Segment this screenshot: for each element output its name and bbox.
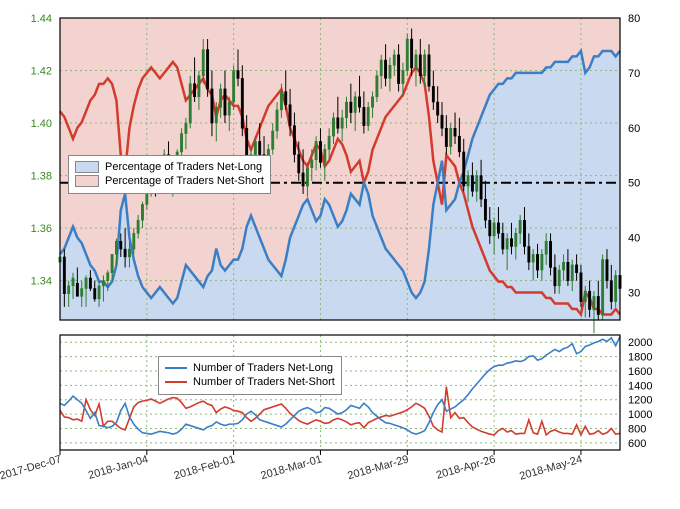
svg-text:1.42: 1.42: [31, 66, 52, 78]
svg-text:80: 80: [628, 13, 640, 25]
svg-text:1.34: 1.34: [31, 276, 52, 288]
legend-line-long: [165, 367, 187, 369]
svg-text:2000: 2000: [628, 337, 652, 349]
svg-text:1800: 1800: [628, 352, 652, 364]
legend-swatch-short: [75, 175, 99, 187]
svg-text:2018-May-24: 2018-May-24: [518, 453, 584, 482]
svg-text:2017-Dec-07: 2017-Dec-07: [0, 453, 63, 482]
svg-text:1.40: 1.40: [31, 118, 52, 130]
svg-text:1400: 1400: [628, 380, 652, 392]
svg-text:1200: 1200: [628, 395, 652, 407]
svg-text:1.44: 1.44: [31, 13, 52, 25]
legend-number: Number of Traders Net-Long Number of Tra…: [158, 356, 342, 395]
svg-text:30: 30: [628, 288, 640, 300]
svg-text:1000: 1000: [628, 409, 652, 421]
chart-stage: 1.34 1.36 1.38 1.40 1.42 1.44 30 40 50 60 70 80 600 8…: [0, 0, 680, 509]
svg-text:800: 800: [628, 423, 646, 435]
svg-text:70: 70: [628, 68, 640, 80]
svg-text:1.36: 1.36: [31, 223, 52, 235]
legend-row-num-short: Number of Traders Net-Short: [165, 375, 335, 389]
svg-text:2018-Apr-26: 2018-Apr-26: [435, 453, 497, 481]
legend-label-pct-short: Percentage of Traders Net-Short: [105, 174, 264, 188]
svg-text:50: 50: [628, 178, 640, 190]
svg-text:2018-Mar-01: 2018-Mar-01: [259, 453, 323, 482]
legend-row-long: Percentage of Traders Net-Long: [75, 160, 264, 174]
svg-text:2018-Jan-04: 2018-Jan-04: [87, 453, 150, 482]
legend-row-num-long: Number of Traders Net-Long: [165, 361, 335, 375]
legend-line-short: [165, 381, 187, 383]
svg-text:40: 40: [628, 233, 640, 245]
legend-percentage: Percentage of Traders Net-Long Percentag…: [68, 155, 271, 194]
svg-text:600: 600: [628, 438, 646, 450]
legend-swatch-long: [75, 161, 99, 173]
legend-label-num-long: Number of Traders Net-Long: [193, 361, 333, 375]
legend-label-num-short: Number of Traders Net-Short: [193, 375, 335, 389]
svg-text:60: 60: [628, 123, 640, 135]
legend-label-pct-long: Percentage of Traders Net-Long: [105, 160, 262, 174]
svg-text:1.38: 1.38: [31, 171, 52, 183]
svg-text:1600: 1600: [628, 366, 652, 378]
chart-svg: 1.34 1.36 1.38 1.40 1.42 1.44 30 40 50 60 70 80 600 8…: [0, 0, 680, 509]
svg-text:2018-Feb-01: 2018-Feb-01: [173, 453, 237, 482]
legend-row-short: Percentage of Traders Net-Short: [75, 174, 264, 188]
svg-text:2018-Mar-29: 2018-Mar-29: [346, 453, 410, 482]
